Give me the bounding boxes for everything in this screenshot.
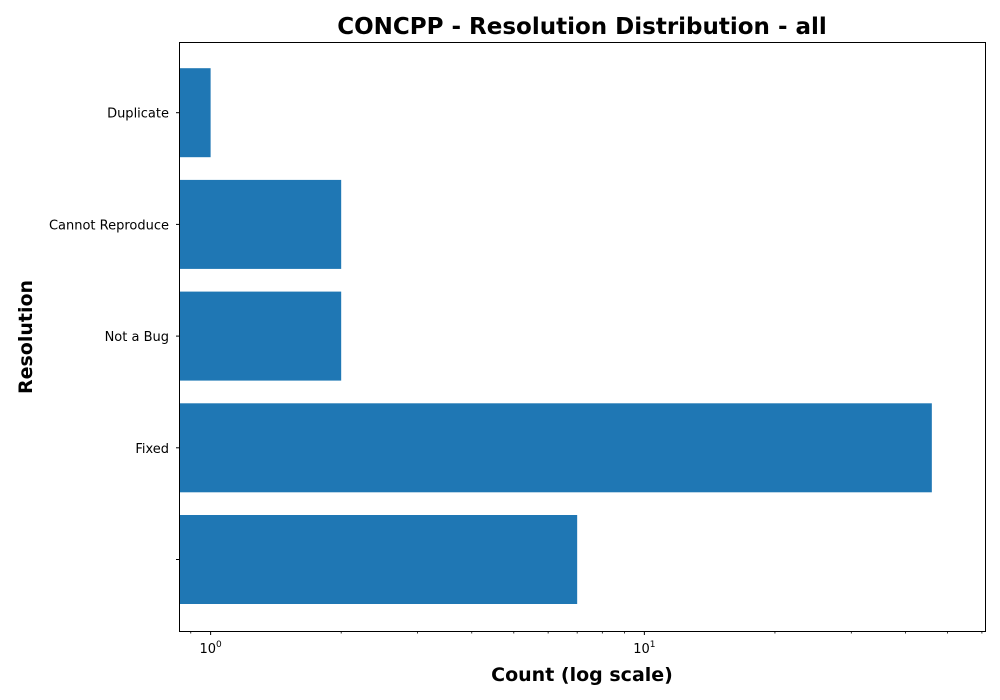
y-tick-label: Not a Bug [105,330,169,345]
bar-duplicate [180,68,211,158]
x-axis-ticks: 100 101 [190,631,983,657]
y-axis-label: Resolution [15,280,37,394]
y-tick-label: Fixed [135,442,169,457]
plot-frame [179,42,986,632]
bar-unlabeled [180,515,578,604]
bar-fixed [180,403,932,493]
x-tick-label: 101 [633,640,655,657]
y-axis-ticks: Fixed Not a Bug Cannot Reproduce Duplicate [49,107,180,560]
bar-not-a-bug [180,291,342,381]
chart-title: CONCPP - Resolution Distribution - all [337,14,827,40]
bars-group [180,68,932,604]
y-tick-label: Cannot Reproduce [49,218,169,233]
y-tick-label: Duplicate [107,107,169,122]
x-tick-label: 100 [199,640,222,657]
bar-cannot-reproduce [180,179,342,269]
x-axis-label: Count (log scale) [491,664,673,686]
